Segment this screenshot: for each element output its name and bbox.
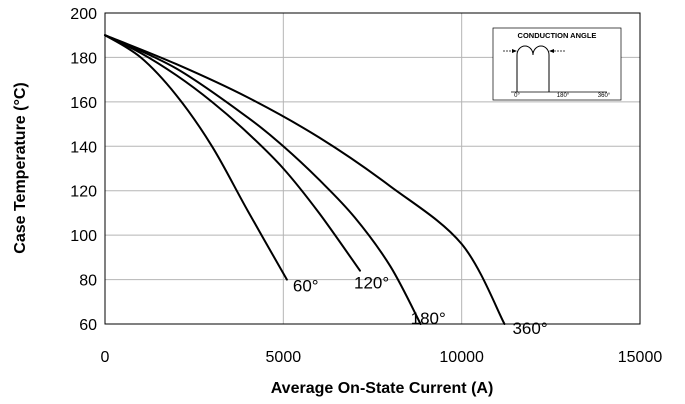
curve-360: [104, 34, 506, 325]
curve-180: [104, 34, 422, 325]
inset-tick-180: 180°: [557, 93, 570, 99]
x-tick-label: 5000: [266, 349, 302, 366]
inset-title: CONDUCTION ANGLE: [518, 31, 597, 40]
inset-arrowhead-right: [549, 49, 554, 53]
y-tick-label: 80: [79, 273, 97, 290]
y-axis-title: Case Temperature (°C): [12, 82, 29, 253]
plot-frame: [104, 12, 641, 325]
x-tick-label: 10000: [439, 349, 484, 366]
inset-frame: [492, 27, 622, 101]
inset-waveform: [516, 45, 550, 92]
series-labels: 60° 120° 180° 360°: [293, 274, 548, 338]
y-tick-label: 180: [70, 50, 97, 67]
curve-60: [104, 34, 288, 281]
y-tick-label: 140: [70, 139, 97, 156]
curve-120: [104, 34, 361, 272]
y-tick-label: 100: [70, 228, 97, 245]
series-label-180: 180°: [411, 309, 446, 328]
series-curves: [104, 34, 506, 325]
y-tick-label: 60: [79, 317, 97, 334]
conduction-angle-inset: CONDUCTION ANGLE 0° 180° 360°: [492, 27, 622, 101]
y-tick-label: 160: [70, 95, 97, 112]
inset-tick-0: 0°: [514, 93, 520, 99]
x-axis-title: Average On-State Current (A): [271, 380, 494, 397]
series-label-120: 120°: [354, 274, 389, 293]
inset-arrowhead-left: [512, 49, 517, 53]
y-tick-labels: 60 80 100 120 140 160 180 200: [70, 6, 97, 334]
x-tick-labels: 0 5000 10000 15000: [101, 349, 663, 366]
inset-tick-360: 360°: [598, 93, 611, 99]
y-tick-label: 200: [70, 6, 97, 23]
y-tick-label: 120: [70, 184, 97, 201]
x-tick-label: 0: [101, 349, 110, 366]
series-label-360: 360°: [512, 319, 547, 338]
x-tick-label: 15000: [618, 349, 663, 366]
series-label-60: 60°: [293, 277, 319, 296]
